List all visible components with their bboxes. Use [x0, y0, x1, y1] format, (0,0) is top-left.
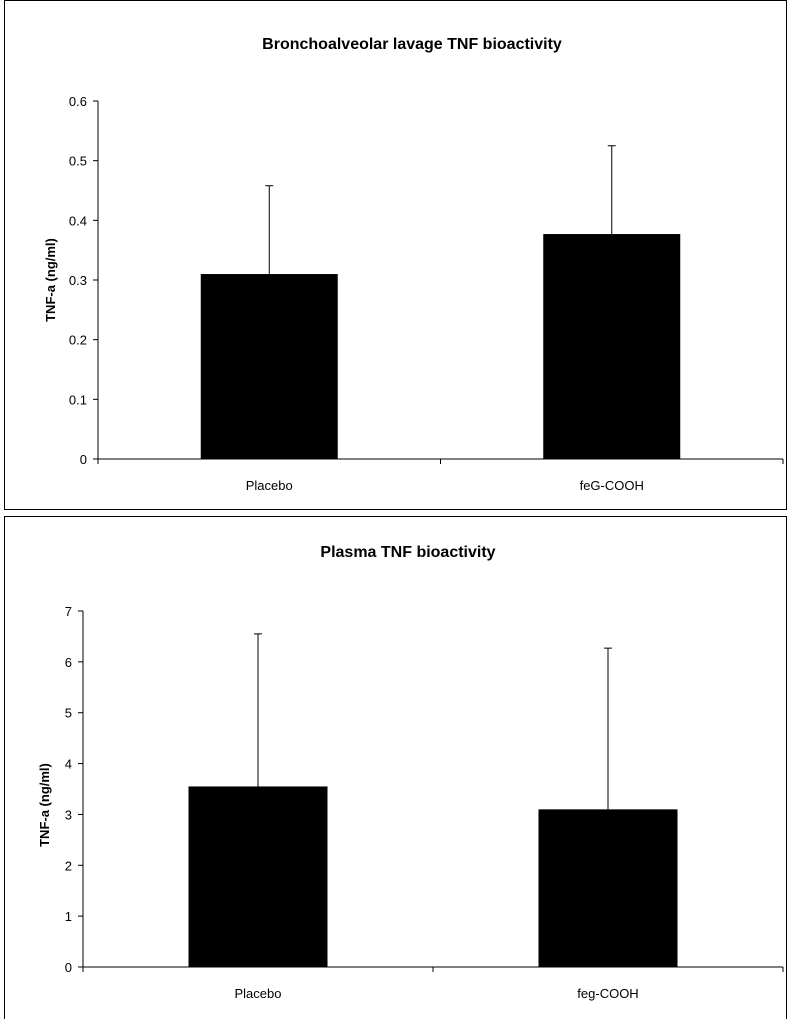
chart-title: Bronchoalveolar lavage TNF bioactivity — [262, 36, 562, 53]
x-category-label: Placebo — [235, 986, 282, 1001]
y-tick-label: 0.1 — [69, 392, 87, 407]
bar-placebo — [188, 786, 328, 967]
y-tick-label: 4 — [65, 757, 72, 772]
y-tick-label: 5 — [65, 706, 72, 721]
y-tick-label: 7 — [65, 604, 72, 619]
x-category-label: feg-COOH — [577, 986, 638, 1001]
plasma-tnf-chart: Plasma TNF bioactivity TNF-a (ng/ml) 0 1 2 3 4… — [37, 544, 784, 1001]
y-tick-label: 0 — [65, 960, 72, 975]
chart-title: Plasma TNF bioactivity — [320, 544, 495, 561]
bar-feg-cooh — [538, 809, 678, 967]
bal-tnf-chart: Bronchoalveolar lavage TNF bioactivity TN… — [43, 36, 784, 493]
bar-feg-cooh — [543, 234, 681, 459]
y-tick-label: 3 — [65, 807, 72, 822]
chart-panel-bal: Bronchoalveolar lavage TNF bioactivity TN… — [4, 0, 787, 510]
y-tick-label: 0 — [80, 452, 87, 467]
y-axis-label: TNF-a (ng/ml) — [43, 238, 58, 322]
chart-panel-plasma: Plasma TNF bioactivity TNF-a (ng/ml) 0 1 2 3 4… — [4, 516, 787, 1019]
y-tick-label: 0.6 — [69, 94, 87, 109]
y-tick-label: 2 — [65, 858, 72, 873]
x-category-label: feG-COOH — [580, 478, 644, 493]
y-tick-label: 0.5 — [69, 154, 87, 169]
y-tick-label: 6 — [65, 655, 72, 670]
y-tick-label: 0.4 — [69, 213, 87, 228]
x-category-label: Placebo — [246, 478, 293, 493]
y-tick-label: 0.2 — [69, 333, 87, 348]
y-axis-label: TNF-a (ng/ml) — [37, 763, 52, 847]
bar-placebo — [200, 274, 338, 459]
y-tick-label: 1 — [65, 909, 72, 924]
y-tick-label: 0.3 — [69, 273, 87, 288]
